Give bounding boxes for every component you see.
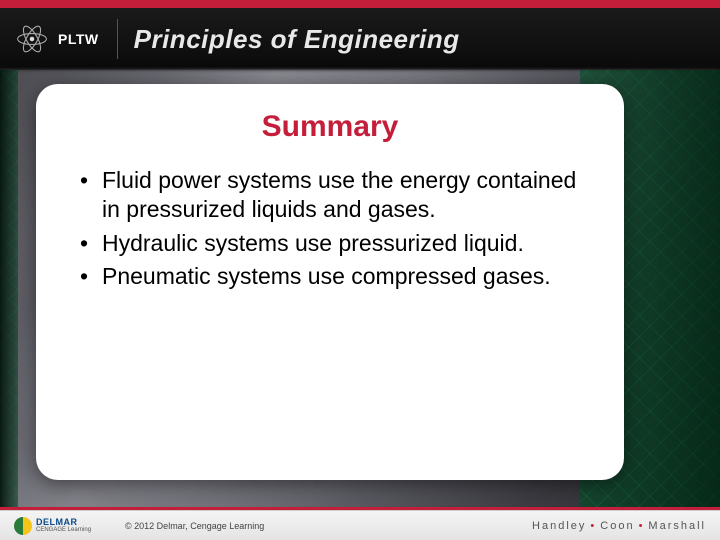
slide-title: Summary (70, 110, 590, 144)
pltw-logo-text: PLTW (58, 31, 99, 47)
publisher-logo: DELMAR CENGAGE Learning (14, 517, 91, 535)
grid-pattern-left (0, 70, 18, 510)
bullet-item: Pneumatic systems use compressed gases. (78, 262, 590, 291)
separator-dot-icon: • (590, 520, 596, 532)
slide-body: Summary Fluid power systems use the ener… (0, 70, 720, 510)
header-bar: PLTW Principles of Engineering (0, 8, 720, 70)
bullet-item: Hydraulic systems use pressurized liquid… (78, 229, 590, 258)
header-divider (117, 19, 118, 59)
footer-bar: DELMAR CENGAGE Learning © 2012 Delmar, C… (0, 510, 720, 540)
author: Handley (532, 520, 586, 532)
publisher-subname: CENGAGE Learning (36, 527, 91, 533)
pltw-atom-icon (14, 21, 50, 57)
top-accent-bar (0, 0, 720, 8)
publisher-name: DELMAR (36, 518, 91, 527)
author: Coon (600, 520, 634, 532)
copyright-text: © 2012 Delmar, Cengage Learning (125, 521, 264, 531)
separator-dot-icon: • (639, 520, 645, 532)
course-title: Principles of Engineering (134, 24, 460, 55)
authors-list: Handley•Coon•Marshall (532, 520, 706, 532)
author: Marshall (648, 520, 706, 532)
publisher-text: DELMAR CENGAGE Learning (36, 518, 91, 533)
bullet-list: Fluid power systems use the energy conta… (70, 166, 590, 292)
content-card: Summary Fluid power systems use the ener… (36, 84, 624, 480)
delmar-swirl-icon (14, 517, 32, 535)
bullet-item: Fluid power systems use the energy conta… (78, 166, 590, 225)
